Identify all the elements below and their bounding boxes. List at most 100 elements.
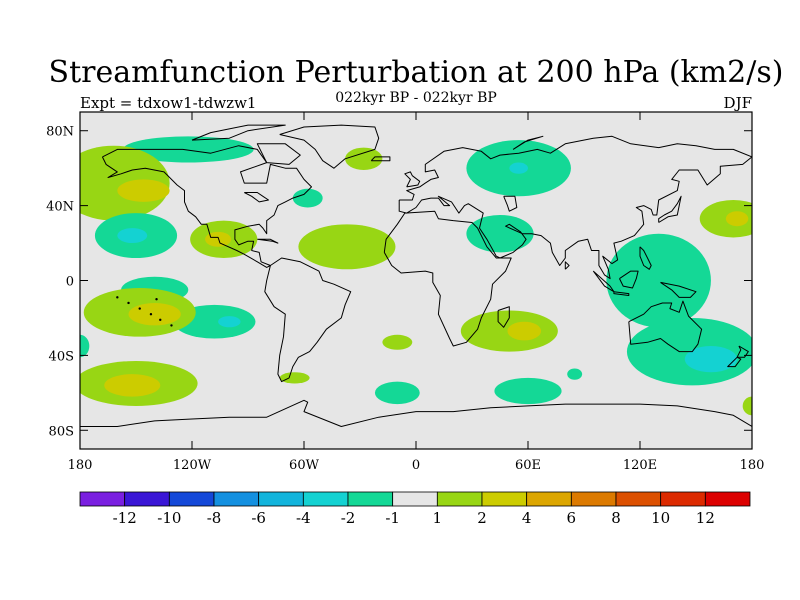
coastline-great-lakes bbox=[244, 192, 269, 203]
anomaly-far-west-neg bbox=[80, 334, 90, 358]
coastline-baffin bbox=[256, 143, 301, 165]
y-tick-label: 0 bbox=[66, 275, 74, 290]
stipple-marker bbox=[159, 318, 162, 322]
coastline-britain bbox=[404, 171, 421, 188]
coastline-borneo bbox=[619, 270, 639, 289]
coastline-south-america bbox=[264, 257, 352, 383]
stipple-marker bbox=[116, 296, 119, 299]
anomaly-so-neg-3 bbox=[567, 368, 583, 380]
stipple-marker bbox=[155, 298, 158, 301]
stipple-marker bbox=[170, 324, 173, 327]
anomaly-cpac-neg-core bbox=[218, 316, 241, 328]
anomaly-argentina-pos bbox=[279, 372, 310, 384]
colorbar-label: -12 bbox=[113, 509, 137, 527]
anomaly-mideast-neg bbox=[466, 214, 534, 253]
coastline-eurasia bbox=[398, 135, 752, 280]
x-tick-label: 180 bbox=[740, 458, 765, 473]
chart-title: Streamfunction Perturbation at 200 hPa (… bbox=[49, 55, 784, 90]
colorbar-label: -6 bbox=[251, 509, 266, 527]
colorbar-bin bbox=[213, 491, 260, 507]
anomaly-trop-atl-pos bbox=[298, 224, 396, 270]
anomaly-ross-pos bbox=[742, 396, 752, 416]
anomaly-maritime-neg bbox=[606, 233, 711, 328]
anomaly-safrica-pos-core bbox=[507, 321, 542, 341]
colorbar-label: 8 bbox=[611, 509, 621, 527]
stipple-markers bbox=[116, 296, 173, 327]
colorbar-label: 2 bbox=[477, 509, 487, 527]
coastline-iceland bbox=[370, 156, 391, 162]
coastline-new-zealand bbox=[736, 345, 749, 358]
experiment-label: Expt = tdxow1-tdwzw1 bbox=[80, 94, 256, 112]
coastlines bbox=[80, 124, 752, 427]
anomaly-ssp-pos-core bbox=[104, 374, 161, 397]
coastline-novaya-zemlya bbox=[512, 135, 544, 150]
x-tick-label: 60E bbox=[515, 458, 541, 473]
colorbar-bin bbox=[615, 491, 662, 507]
y-tick-label: 40S bbox=[49, 349, 74, 364]
anomaly-greenland-pos bbox=[345, 147, 383, 171]
colorbar-bin bbox=[481, 491, 528, 507]
anomaly-westpac-pos-core bbox=[725, 211, 749, 227]
anomaly-npac-pos-core bbox=[117, 179, 170, 202]
colorbar-label: 10 bbox=[651, 509, 670, 527]
colorbar-label: -2 bbox=[341, 509, 356, 527]
x-tick-label: 180 bbox=[68, 458, 93, 473]
chart-subtitle: 022kyr BP - 022kyr BP bbox=[335, 90, 497, 106]
axes: 180 120W 60W 0 60E 120E 180 80N 40N 0 40S 80S bbox=[46, 112, 764, 473]
coastline-north-america bbox=[101, 145, 312, 268]
colorbar-bin bbox=[526, 491, 572, 507]
colorbar-label: -10 bbox=[157, 509, 181, 527]
coastline-australia bbox=[628, 300, 703, 353]
season-label: DJF bbox=[724, 94, 752, 112]
anomaly-newfoundland-neg bbox=[292, 188, 323, 208]
coastline-arctic-islands bbox=[191, 124, 286, 141]
colorbar-bin bbox=[436, 491, 483, 507]
colorbar-bin bbox=[124, 491, 170, 507]
coastline-philippines bbox=[639, 246, 652, 270]
anomaly-regions bbox=[80, 136, 752, 416]
colorbar-bin bbox=[258, 491, 304, 507]
coastline-caspian bbox=[503, 195, 518, 212]
colorbar-label: 12 bbox=[696, 509, 715, 527]
y-tick-label: 80S bbox=[49, 424, 74, 439]
colorbar-label: 4 bbox=[522, 509, 532, 527]
colorbar-bin bbox=[347, 491, 394, 507]
x-tick-label: 120E bbox=[623, 458, 657, 473]
x-tick-label: 60W bbox=[289, 458, 320, 473]
map-area bbox=[80, 112, 752, 449]
stipple-marker bbox=[149, 313, 153, 316]
stipple-marker bbox=[138, 307, 141, 310]
anomaly-na-arctic-neg bbox=[122, 136, 254, 163]
colorbar-bin bbox=[302, 491, 349, 507]
x-tick-label: 120W bbox=[173, 458, 212, 473]
stipple-marker bbox=[127, 301, 130, 305]
anomaly-so-neg-1 bbox=[374, 381, 420, 405]
coastline-japan bbox=[658, 195, 682, 223]
colorbar-bin bbox=[168, 491, 215, 507]
coastline-africa bbox=[383, 210, 512, 347]
colorbar-label: -1 bbox=[385, 509, 400, 527]
y-tick-label: 40N bbox=[46, 200, 74, 215]
coastline-sumatra bbox=[592, 270, 615, 293]
coastline-sri-lanka bbox=[564, 261, 570, 270]
colorbar-label: 6 bbox=[567, 509, 577, 527]
colorbar-bin bbox=[704, 491, 751, 507]
coastline-antarctica bbox=[80, 399, 752, 427]
coastline-new-guinea bbox=[660, 281, 697, 298]
colorbar: -12 -10 -8 -6 -4 -2 -1 1 2 4 6 8 10 12 bbox=[79, 491, 751, 527]
coastline-greenland bbox=[279, 124, 380, 169]
anomaly-so-neg-2 bbox=[494, 377, 562, 405]
colorbar-bin bbox=[660, 491, 706, 507]
colorbar-bin bbox=[392, 491, 438, 507]
coastline-java bbox=[613, 291, 630, 296]
colorbar-bin bbox=[79, 491, 126, 507]
coastline-cuba bbox=[257, 238, 279, 244]
y-tick-label: 80N bbox=[46, 125, 74, 140]
x-tick-label: 0 bbox=[412, 458, 420, 473]
colorbar-label: -4 bbox=[296, 509, 311, 527]
anomaly-spac-pos-core bbox=[128, 302, 181, 326]
colorbar-label: 1 bbox=[433, 509, 443, 527]
coastline-new-zealand-south bbox=[727, 356, 742, 368]
anomaly-siberia-neg-core bbox=[509, 162, 528, 174]
